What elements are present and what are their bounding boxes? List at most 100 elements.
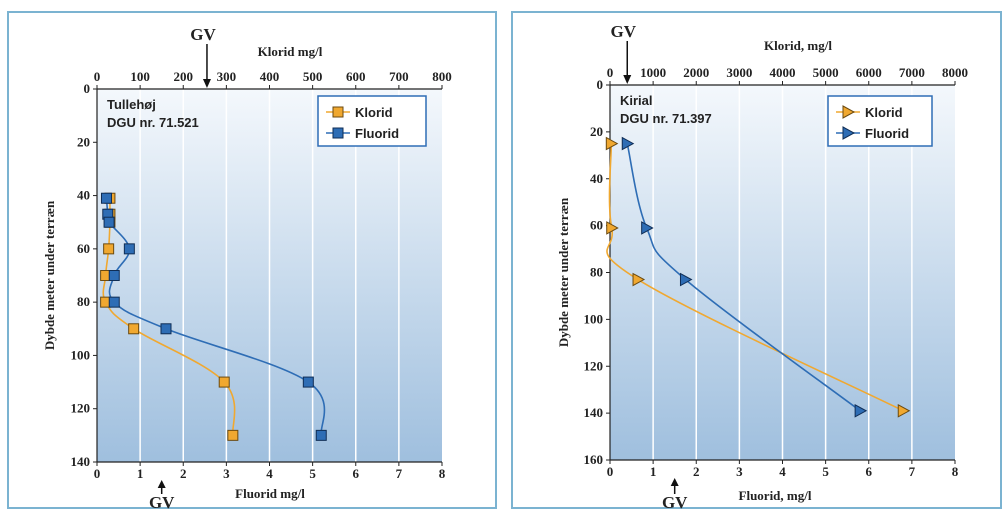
top-tick-label: 100 (130, 69, 150, 84)
gv-bottom-label: GV (149, 493, 175, 512)
y-tick-label: 120 (584, 358, 604, 373)
data-point-klorid (103, 243, 115, 255)
legend-label-klorid: Klorid (865, 105, 903, 120)
top-tick-label: 4000 (770, 65, 796, 80)
legend-marker-klorid (842, 105, 856, 119)
top-tick-label: 8000 (942, 65, 968, 80)
gv-top-arrowhead (202, 79, 211, 88)
chart-panel-tullehoj: 0 100 200 300 400 500 600 700 800 0 1 2 3 4 5 6 7 8 0 20 40 6… (0, 0, 500, 512)
y-tick-label: 100 (71, 347, 91, 362)
bottom-tick-label: 8 (439, 466, 446, 481)
y-tick-label: 100 (584, 311, 604, 326)
top-tick-label: 7000 (899, 65, 925, 80)
top-tick-label: 700 (389, 69, 409, 84)
top-tick-label: 3000 (726, 65, 752, 80)
bottom-tick-label: 6 (866, 464, 873, 479)
bottom-tick-label: 5 (822, 464, 829, 479)
y-tick-label: 20 (590, 124, 603, 139)
y-tick-label: 0 (597, 77, 604, 92)
legend-label-fluorid: Fluorid (865, 126, 909, 141)
data-point-fluorid (854, 403, 868, 418)
data-point-fluorid (160, 323, 172, 335)
bottom-tick-label: 3 (223, 466, 230, 481)
y-axis-title: Dybde meter under terræn (42, 200, 57, 350)
data-point-klorid (227, 429, 239, 441)
data-point-klorid (606, 221, 619, 235)
y-tick-label: 60 (77, 241, 90, 256)
bottom-tick-label: 0 (607, 464, 614, 479)
bottom-tick-label: 2 (180, 466, 187, 481)
data-point-fluorid (641, 221, 654, 235)
legend-marker-klorid (332, 106, 344, 118)
bottom-axis-title: Fluorid mg/l (235, 486, 305, 501)
legend-label-klorid: Klorid (355, 105, 393, 120)
y-tick-label: 0 (84, 81, 91, 96)
bottom-tick-label: 2 (693, 464, 700, 479)
y-tick-label: 20 (77, 134, 90, 149)
y-tick-label: 120 (71, 401, 91, 416)
legend-label-fluorid: Fluorid (355, 126, 399, 141)
bottom-tick-label: 5 (309, 466, 316, 481)
data-point-fluorid (123, 243, 135, 255)
data-point-fluorid (108, 270, 120, 281)
bottom-tick-label: 1 (650, 464, 657, 479)
legend: Klorid Fluorid (827, 95, 933, 147)
data-point-fluorid (315, 429, 327, 441)
y-tick-label: 80 (590, 265, 603, 280)
y-axis-title: Dybde meter under terræn (556, 197, 571, 347)
data-point-klorid (218, 376, 230, 388)
top-tick-label: 400 (260, 69, 280, 84)
data-point-fluorid (679, 272, 693, 287)
data-point-klorid (897, 403, 911, 418)
data-point-fluorid (621, 136, 635, 151)
top-tick-label: 800 (432, 69, 452, 84)
top-tick-label: 1000 (640, 65, 666, 80)
legend-marker-fluorid (332, 127, 344, 139)
y-tick-label: 40 (77, 188, 90, 203)
data-point-klorid (632, 272, 646, 287)
chart-tullehoj: 0 100 200 300 400 500 600 700 8000 1 2 3 4 5 6 7 8020406… (7, 11, 497, 512)
y-tick-label: 140 (584, 405, 604, 420)
y-tick-label: 40 (590, 171, 603, 186)
data-point-fluorid (108, 296, 120, 308)
top-axis-title: Klorid, mg/l (764, 38, 832, 53)
gv-top-label: GV (190, 25, 216, 44)
top-tick-label: 6000 (856, 65, 882, 80)
top-tick-label: 300 (217, 69, 237, 84)
gv-bottom-arrowhead (157, 480, 166, 488)
bottom-axis-title: Fluorid, mg/l (739, 488, 812, 503)
y-tick-label: 140 (71, 454, 91, 469)
top-tick-label: 600 (346, 69, 366, 84)
bottom-tick-label: 7 (396, 466, 403, 481)
chart-panel-kirial: 0 1000 2000 3000 4000 5000 6000 7000 8000 0 1 2 3 4 5 6… (508, 0, 1005, 512)
series-line-fluorid (626, 143, 861, 412)
bottom-tick-label: 7 (909, 464, 916, 479)
data-point-fluorid (103, 216, 115, 228)
top-tick-label: 0 (607, 65, 614, 80)
bottom-tick-label: 6 (353, 466, 360, 481)
top-tick-label: 0 (94, 69, 101, 84)
data-point-fluorid (302, 376, 314, 388)
legend: Klorid Fluorid (317, 95, 427, 147)
gv-top-label: GV (611, 22, 637, 41)
gv-top-arrowhead (623, 75, 632, 84)
y-tick-label: 80 (77, 294, 90, 309)
top-tick-label: 2000 (683, 65, 709, 80)
bottom-tick-label: 0 (94, 466, 101, 481)
bottom-tick-label: 4 (779, 464, 786, 479)
bottom-tick-label: 3 (736, 464, 743, 479)
top-tick-label: 5000 (813, 65, 839, 80)
bottom-tick-label: 4 (266, 466, 273, 481)
top-tick-label: 200 (174, 69, 194, 84)
series-line-klorid (606, 143, 904, 412)
dgu-number: DGU nr. 71.397 (620, 111, 712, 126)
data-point-klorid (128, 323, 140, 335)
data-point-fluorid (100, 192, 112, 204)
legend-marker-fluorid (842, 126, 856, 140)
site-name: Tullehøj (107, 97, 156, 112)
y-tick-label: 160 (584, 452, 604, 467)
gv-bottom-label: GV (662, 493, 688, 512)
data-point-klorid (605, 136, 619, 151)
dgu-number: DGU nr. 71.521 (107, 115, 199, 130)
